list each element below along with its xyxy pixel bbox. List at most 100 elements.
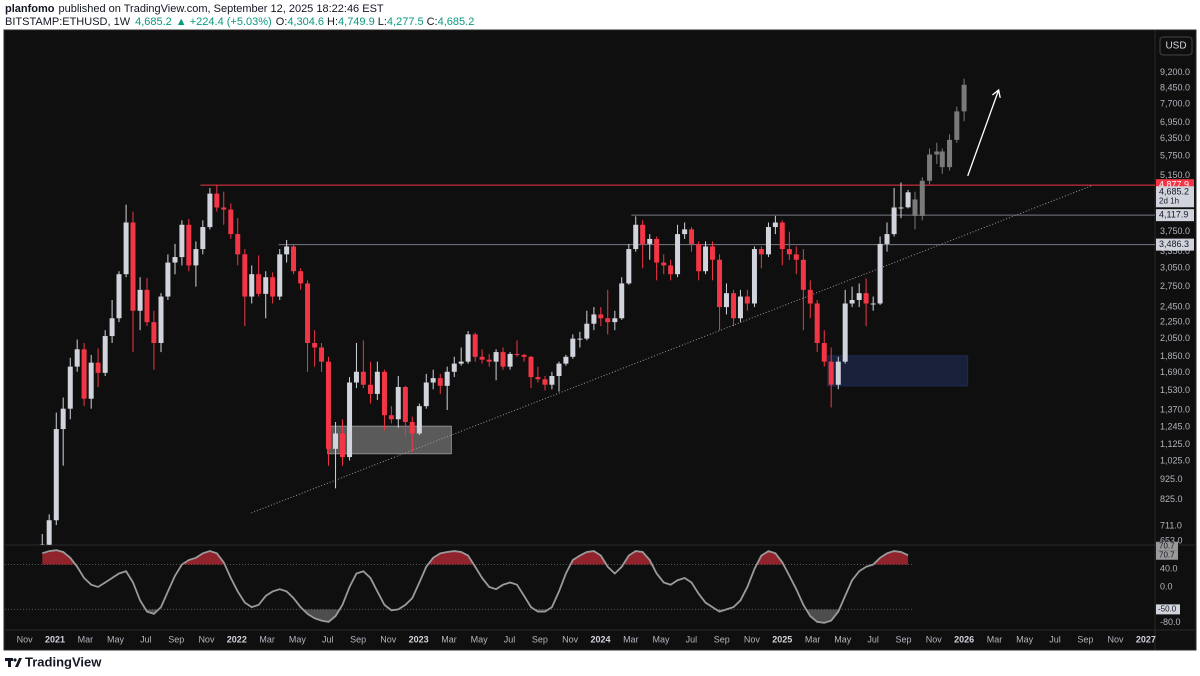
candle-body <box>500 352 506 367</box>
candle-body <box>521 354 527 357</box>
candle-body <box>277 254 283 297</box>
candle-body <box>437 378 443 386</box>
candle-body <box>493 352 499 362</box>
arrow-head <box>992 88 1001 98</box>
author: planfomo <box>5 3 55 15</box>
ohlc-value: 4,277.5 <box>387 16 424 28</box>
x-tick-label: 2027 <box>1136 634 1156 644</box>
candle-body <box>605 318 611 323</box>
y-tick-label: 925.0 <box>1160 474 1183 484</box>
y-tick-label: 1,850.0 <box>1160 351 1190 361</box>
candle-body <box>737 296 743 319</box>
countdown: 2d 1h <box>1159 196 1179 205</box>
y-tick-label: 3,050.0 <box>1160 263 1190 273</box>
candle-body <box>947 139 953 168</box>
y-tick-label: 6,950.0 <box>1160 117 1190 127</box>
y-tick-label: 1,690.0 <box>1160 367 1190 377</box>
indicator-line <box>41 549 909 624</box>
candle-body <box>779 222 785 250</box>
candle-body <box>256 274 262 294</box>
candle-body <box>626 249 632 284</box>
candle-body <box>765 227 771 255</box>
y-tick-label: 2,250.0 <box>1160 317 1190 327</box>
candle-body <box>863 293 869 304</box>
candle-body <box>270 277 276 297</box>
candle-body <box>934 151 940 155</box>
candle-body <box>549 375 555 385</box>
currency-button[interactable] <box>1159 36 1193 56</box>
currency[interactable]: USD <box>1165 41 1186 52</box>
ohlc-label: C: <box>427 16 438 28</box>
candle-body <box>633 224 639 250</box>
candle-body <box>430 378 436 383</box>
candle-body <box>696 243 702 272</box>
x-tick-label: Jul <box>867 634 879 644</box>
y-tick-label: 2,750.0 <box>1160 281 1190 291</box>
candle-body <box>53 429 59 521</box>
y-tick-label: 2,450.0 <box>1160 301 1190 311</box>
candle-body <box>689 229 695 244</box>
candle-body <box>193 249 199 266</box>
candle-body <box>353 371 359 383</box>
change: ▲ +224.4 (+5.03%) <box>176 16 272 28</box>
last-price-label: 4,685.2 <box>1159 187 1189 197</box>
x-tick-label: Nov <box>562 634 579 644</box>
ohlc-value: 4,749.9 <box>338 16 375 28</box>
candle-body <box>751 249 757 304</box>
x-tick-label: Mar <box>805 634 821 644</box>
candle-body <box>263 277 269 294</box>
indicator-value-label: 70.7 <box>1159 550 1175 559</box>
level-box <box>1156 238 1194 251</box>
candle-body <box>458 361 464 364</box>
x-tick-label: Nov <box>17 634 34 644</box>
x-tick-label: May <box>471 634 489 644</box>
ohlc-label: H: <box>327 16 338 28</box>
candle-body <box>367 384 373 394</box>
indicator-tick-label: 0.0 <box>1160 581 1173 591</box>
ohlc-value: 4,304.6 <box>287 16 324 28</box>
candle-body <box>102 336 108 373</box>
candle-body <box>395 386 401 420</box>
candle-body <box>703 246 709 272</box>
candle-body <box>570 338 576 357</box>
ohlc-value: 4,685.2 <box>438 16 475 28</box>
candle-body <box>305 283 311 343</box>
y-tick-label: 825.0 <box>1160 494 1183 504</box>
candle-body <box>800 259 806 290</box>
x-tick-label: Sep <box>714 634 730 644</box>
x-tick-label: Sep <box>896 634 912 644</box>
x-tick-label: Jul <box>686 634 698 644</box>
candle-body <box>298 271 304 284</box>
indicator-value-label: 70.7 <box>1159 541 1175 550</box>
y-tick-label: 1,125.0 <box>1160 439 1190 449</box>
candle-body <box>849 299 855 304</box>
x-tick-label: Nov <box>198 634 215 644</box>
published: published on TradingView.com, September … <box>59 3 384 15</box>
candle-body <box>807 289 813 304</box>
candle-body <box>731 293 737 319</box>
x-tick-label: Nov <box>1108 634 1125 644</box>
candle-body <box>137 289 143 311</box>
candle-body <box>514 353 520 355</box>
x-tick-label: Nov <box>380 634 397 644</box>
candle-body <box>835 361 841 385</box>
candle-body <box>772 222 778 228</box>
y-tick-label: 1,530.0 <box>1160 385 1190 395</box>
candle-body <box>584 323 590 339</box>
x-tick-label: May <box>1016 634 1034 644</box>
candle-body <box>200 227 206 250</box>
level-label: 4,877.9 <box>1159 180 1189 190</box>
candle-body <box>186 224 192 266</box>
candle-body <box>235 234 241 255</box>
candle-body <box>451 363 457 372</box>
last: 4,685.2 <box>135 16 172 28</box>
x-tick-label: Sep <box>1077 634 1093 644</box>
publish-line: planfomo published on TradingView.com, Se… <box>5 3 384 15</box>
candle-body <box>312 342 318 348</box>
candle-body <box>709 246 715 260</box>
candle-body <box>416 406 422 434</box>
candle-body <box>130 222 136 311</box>
x-tick-label: Mar <box>259 634 275 644</box>
x-tick-label: May <box>652 634 670 644</box>
candle-body <box>542 379 548 385</box>
